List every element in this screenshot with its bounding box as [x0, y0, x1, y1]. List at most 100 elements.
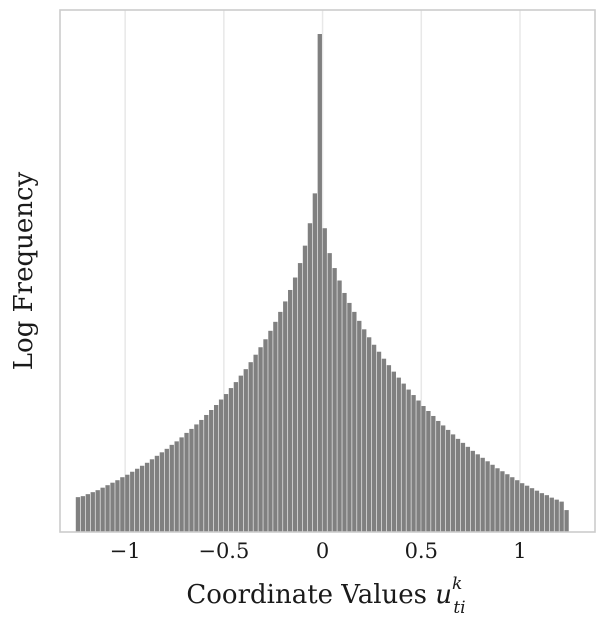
histogram-bar-63	[386, 365, 392, 532]
histogram-bar-55	[347, 302, 352, 532]
histogram-bar-28	[213, 405, 219, 532]
histogram-bar-29	[218, 399, 224, 532]
x-axis-label: Coordinate Values uk ti	[186, 574, 465, 618]
histogram-bar-24	[194, 424, 199, 532]
histogram-bar-81	[475, 454, 480, 532]
histogram-bar-30	[223, 394, 229, 532]
histogram-bar-52	[332, 268, 337, 532]
histogram-bar-56	[352, 311, 357, 532]
histogram-bar-60	[371, 344, 377, 532]
histogram-bar-10	[125, 474, 130, 532]
histogram-bar-6	[105, 485, 110, 532]
histogram-bar-62	[381, 358, 387, 532]
histogram-bar-22	[184, 432, 189, 532]
histogram-bar-79	[465, 446, 471, 532]
histogram-bar-26	[204, 414, 209, 532]
histogram-bar-19	[169, 444, 174, 532]
histogram-bar-12	[135, 468, 140, 532]
histogram-bar-68	[411, 395, 416, 532]
histogram-bar-4	[95, 490, 100, 532]
histogram-bar-40	[273, 321, 278, 532]
histogram-bar-85	[495, 468, 500, 532]
histogram-bar-70	[421, 406, 426, 532]
histogram-bar-43	[288, 289, 293, 532]
x-tick-label-3: 0.5	[405, 539, 438, 563]
histogram-bar-69	[416, 400, 421, 532]
histogram-bar-27	[209, 409, 214, 532]
histogram-bar-78	[460, 442, 466, 532]
histogram-bar-51	[327, 253, 332, 532]
histogram-bar-72	[431, 415, 436, 532]
histogram-bar-65	[396, 377, 401, 532]
histogram-bar-0	[75, 497, 81, 532]
histogram-bar-89	[515, 480, 520, 532]
histogram-bar-23	[189, 428, 194, 532]
histogram-bar-39	[268, 330, 273, 532]
x-axis-label-symbol: u	[435, 580, 452, 610]
y-axis-label: Log Frequency	[9, 171, 39, 370]
histogram-bar-66	[401, 383, 406, 532]
histogram-bar-37	[258, 347, 263, 532]
histogram-bar-76	[450, 434, 456, 532]
histogram-bar-8	[115, 480, 120, 532]
histogram-bar-75	[445, 429, 451, 532]
x-tick-labels: −1 −0.5 0 0.5 1	[110, 539, 527, 563]
histogram-bar-18	[164, 448, 169, 532]
histogram-bar-38	[263, 339, 268, 532]
histogram-bar-47	[307, 223, 313, 533]
histogram-bar-95	[544, 495, 549, 532]
histogram-bar-48	[312, 193, 318, 533]
histogram-bar-50	[322, 228, 327, 532]
histogram-bar-14	[144, 462, 150, 532]
x-tick-label-0: −1	[110, 539, 141, 563]
histogram-bar-5	[100, 487, 105, 532]
histogram-bar-57	[357, 320, 362, 532]
x-tick-label-1: −0.5	[198, 539, 249, 563]
histogram-bar-45	[297, 263, 303, 532]
histogram-bar-20	[174, 441, 179, 532]
x-tick-label-2: 0	[316, 539, 329, 563]
histogram-bar-92	[529, 488, 535, 532]
histogram-bar-7	[110, 482, 115, 532]
histogram-bar-86	[500, 471, 505, 532]
histogram-bar-82	[480, 457, 485, 532]
histogram-bar-90	[519, 483, 525, 532]
histogram-bar-64	[391, 371, 396, 532]
histogram-bar-93	[534, 490, 540, 532]
histogram-bar-67	[406, 389, 411, 532]
histogram-bar-33	[238, 375, 243, 532]
histogram-bar-59	[366, 337, 372, 532]
histogram-bar-58	[362, 329, 367, 532]
x-axis-label-subscript: ti	[453, 598, 465, 618]
histogram-bar-87	[505, 474, 510, 532]
histogram-bar-94	[539, 493, 545, 532]
histogram-bar-42	[283, 301, 288, 532]
histogram-bars	[75, 34, 569, 533]
histogram-bar-46	[302, 245, 308, 532]
x-axis-label-text: Coordinate Values	[186, 580, 427, 610]
histogram-bar-49	[317, 34, 322, 532]
histogram-bar-17	[159, 452, 165, 532]
histogram-bar-36	[253, 354, 258, 532]
histogram-bar-96	[549, 497, 554, 532]
histogram-bar-44	[292, 277, 298, 532]
histogram-bar-74	[441, 425, 446, 532]
histogram-bar-9	[120, 477, 125, 532]
histogram-bar-3	[90, 492, 95, 532]
histogram-bar-2	[85, 494, 90, 532]
histogram-bar-88	[510, 477, 515, 532]
histogram-bar-35	[248, 362, 253, 532]
histogram-bar-61	[376, 351, 382, 532]
histogram-bar-71	[426, 410, 431, 532]
histogram-bar-91	[524, 485, 530, 532]
histogram-bar-13	[139, 465, 145, 532]
histogram-bar-54	[342, 292, 347, 532]
histogram-bar-97	[554, 499, 559, 532]
histogram-bar-32	[233, 382, 239, 532]
histogram-bar-31	[228, 388, 234, 532]
histogram-bar-11	[130, 471, 135, 532]
histogram-bar-1	[80, 496, 86, 532]
x-axis-label-superscript: k	[452, 574, 462, 594]
histogram-bar-53	[337, 280, 342, 532]
plot-frame	[59, 9, 596, 533]
